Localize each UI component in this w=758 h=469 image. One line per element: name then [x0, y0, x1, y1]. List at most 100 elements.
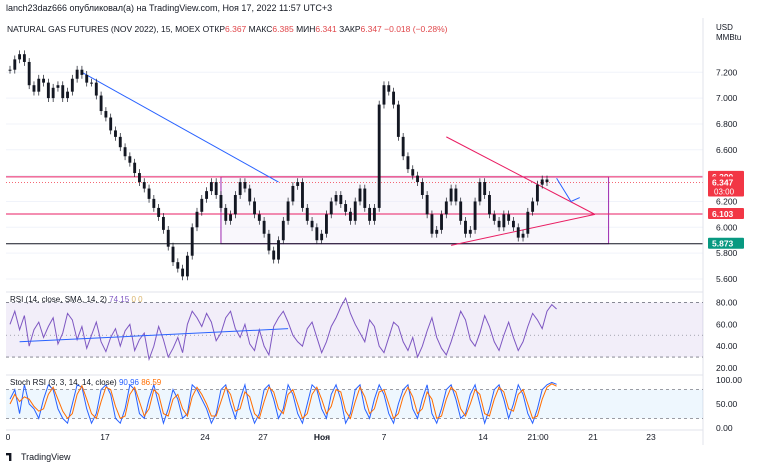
candle-body	[56, 85, 60, 88]
symbol-name[interactable]: NATURAL GAS FUTURES (NOV 2022), 15, MOEX	[7, 24, 201, 34]
candle-body	[161, 216, 165, 230]
candle-body	[66, 91, 69, 99]
price-series	[8, 50, 549, 281]
candle-body	[396, 104, 400, 137]
candle-body	[90, 82, 93, 84]
candle-body	[339, 195, 343, 205]
candle-body	[200, 198, 204, 212]
open-value: 6.367	[225, 24, 247, 34]
candle-body	[94, 82, 98, 96]
candle-body	[224, 207, 228, 221]
candle-body	[281, 220, 285, 241]
footer-brand: TradingView	[21, 452, 71, 462]
candle-body	[511, 220, 515, 228]
candle-body	[320, 233, 324, 241]
price-tick-label: 7.000	[716, 93, 738, 103]
candle-body	[147, 188, 151, 199]
price-label-bg	[708, 237, 744, 249]
candle-body	[478, 182, 482, 202]
stoch-legend[interactable]: Stoch RSI (3, 3, 14, 14, close) 90.96 86…	[10, 378, 161, 387]
candle-body	[37, 78, 41, 92]
candle-body	[535, 184, 539, 202]
time-axis: 0 17 24 27 Ноя 7 14 21:00 21 23	[6, 429, 703, 442]
candle-body	[502, 214, 506, 228]
candle-body	[368, 207, 372, 221]
time-tick-label: 14	[478, 432, 488, 442]
high-label: МАКС	[248, 24, 273, 34]
price-label-tag: 5.873	[708, 237, 744, 249]
rsi-legend[interactable]: RSI (14, close, SMA, 14, 2) 74.15 0 0	[10, 295, 143, 304]
rsi-series-line	[9, 296, 557, 362]
candle-body	[382, 85, 386, 105]
candle-body	[190, 227, 194, 256]
price-label-bg	[708, 207, 744, 219]
candle-body	[267, 233, 271, 251]
descending-trendline	[81, 71, 279, 183]
candle-body	[80, 69, 84, 75]
candle-body	[209, 182, 213, 192]
price-label-text: 6.347	[712, 177, 734, 187]
candle-body	[171, 246, 175, 263]
candle-body	[75, 69, 79, 79]
candle-body	[348, 211, 352, 221]
rsi-panel: 20.00 40.00 60.00 80.00	[6, 291, 738, 373]
candle-body	[219, 195, 223, 208]
price-label-subtext: 03:00	[714, 187, 735, 196]
time-tick-label: 23	[646, 432, 656, 442]
rsi-legend-text: RSI (14, close, SMA, 14, 2)	[10, 295, 107, 304]
candle-body	[61, 85, 65, 99]
candle-body	[181, 268, 185, 277]
triangle-upper-line	[446, 136, 596, 215]
stoch-legend-text: Stoch RSI (3, 3, 14, 14, close)	[10, 378, 117, 387]
price-label-text: 5.873	[712, 239, 734, 249]
candle-body	[401, 136, 405, 157]
price-legend: NATURAL GAS FUTURES (NOV 2022), 15, MOEX…	[7, 24, 447, 34]
candle-body	[483, 182, 487, 195]
candle-body	[138, 173, 141, 183]
candle-body	[464, 220, 467, 234]
candle-body	[310, 220, 314, 228]
price-tick-label: 5.800	[716, 248, 738, 258]
currency-line2: MMBtu	[716, 33, 742, 42]
time-tick-label: 27	[258, 432, 268, 442]
candle-body	[492, 214, 496, 221]
candle-body	[238, 182, 242, 195]
candle-body	[118, 136, 122, 148]
candle-body	[157, 207, 161, 217]
price-label-text: 6.103	[712, 209, 734, 219]
candle-body	[459, 201, 463, 221]
tradingview-footer[interactable]: TradingView	[6, 452, 71, 462]
candle-body	[411, 169, 415, 176]
candle-body	[531, 201, 535, 212]
candle-body	[435, 229, 439, 234]
stoch-tick-label: 0.00	[716, 423, 733, 433]
currency-unit: USD MMBtu	[716, 23, 741, 43]
candle-body	[315, 227, 319, 241]
candle-body	[8, 69, 12, 71]
candle-body	[387, 85, 391, 92]
stoch-k-line	[9, 381, 557, 425]
candle-body	[205, 191, 209, 199]
close-value: 6.347	[360, 24, 382, 34]
price-overlays	[6, 71, 703, 246]
candle-body	[214, 182, 218, 195]
rsi-tick-label: 80.00	[716, 297, 738, 307]
candle-body	[104, 111, 108, 118]
price-label-bg	[708, 176, 744, 197]
candle-body	[353, 201, 357, 221]
low-value: 6.341	[315, 24, 337, 34]
candle-body	[440, 214, 443, 230]
candle-body	[291, 185, 295, 202]
rsi-trendline	[19, 328, 289, 343]
candle-body	[296, 182, 300, 186]
high-value: 6.385	[272, 24, 294, 34]
open-label: ОТКР	[202, 24, 225, 34]
time-tick-label: 24	[200, 432, 210, 442]
candle-body	[416, 175, 419, 183]
candle-body	[545, 179, 549, 183]
range-box	[220, 176, 610, 245]
close-label: ЗАКР	[339, 24, 361, 34]
candle-body	[253, 201, 256, 215]
candle-body	[277, 240, 280, 260]
